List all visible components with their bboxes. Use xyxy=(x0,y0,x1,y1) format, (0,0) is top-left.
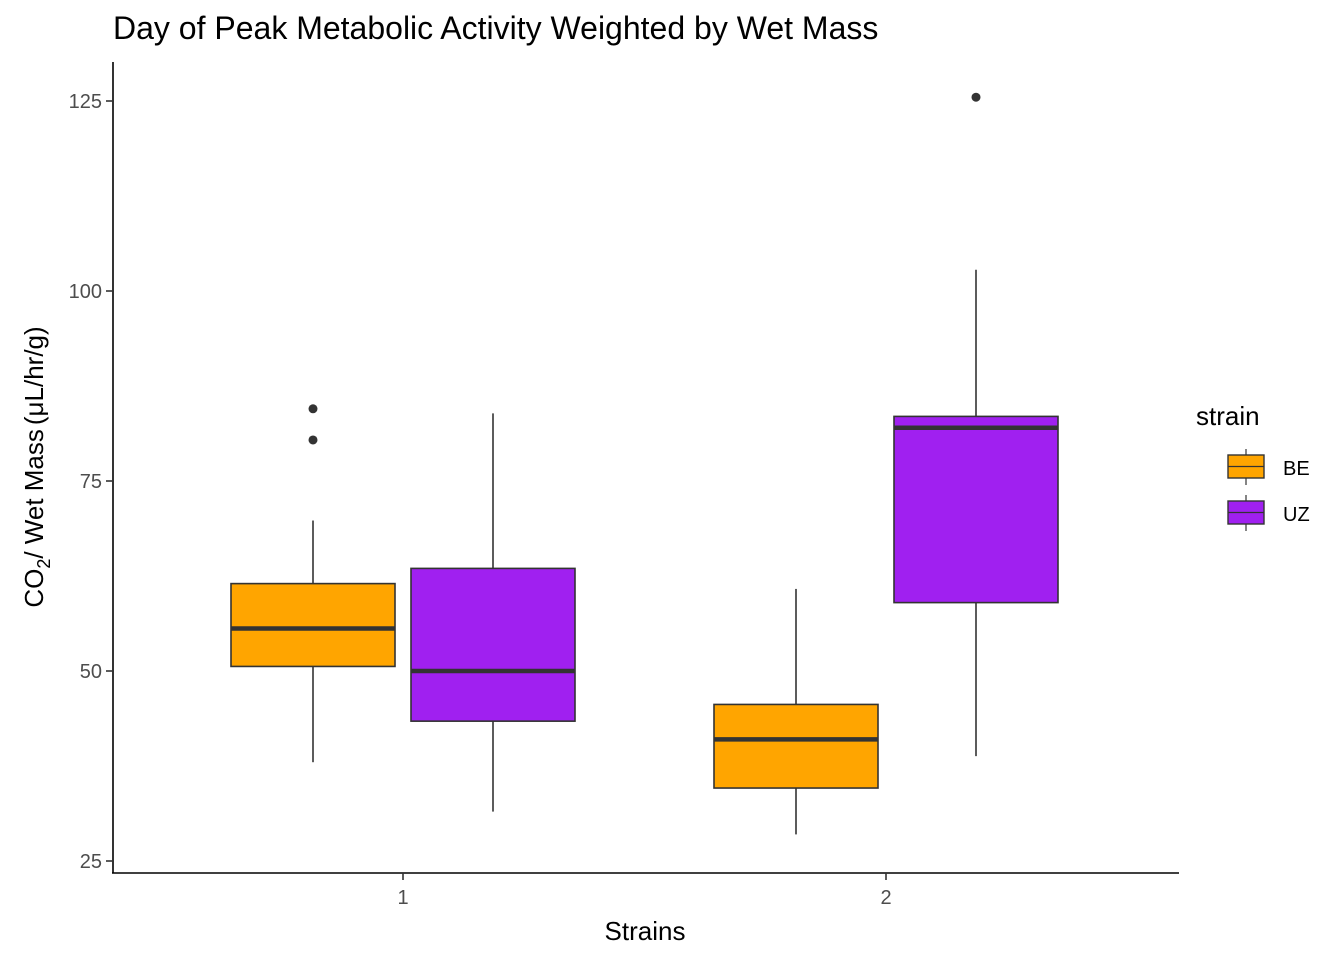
legend-title: strain xyxy=(1196,401,1260,431)
plot-marks xyxy=(230,92,1059,835)
iqr-box xyxy=(713,703,879,789)
y-axis-title-prefix: CO xyxy=(19,569,49,608)
outlier-point xyxy=(971,92,981,102)
y-tick-label: 25 xyxy=(80,851,102,873)
box-UZ-2 xyxy=(893,92,1059,757)
box-BE-1 xyxy=(230,404,396,763)
legend-label: BE xyxy=(1283,458,1310,480)
y-axis-title: CO2/ Wet Mass (μL/hr/g) xyxy=(19,326,54,607)
x-tick-label: 1 xyxy=(397,887,408,909)
legend-item-BE: BE xyxy=(1227,449,1310,485)
y-tick-label: 75 xyxy=(80,471,102,493)
chart-title: Day of Peak Metabolic Activity Weighted … xyxy=(113,10,879,46)
box-UZ-1 xyxy=(410,413,576,812)
y-axis-title-units: (μL/hr/g) xyxy=(19,326,49,425)
legend: strain BE UZ xyxy=(1196,401,1310,531)
outlier-point xyxy=(308,435,318,445)
iqr-box xyxy=(410,567,576,722)
legend-item-UZ: UZ xyxy=(1227,495,1310,531)
y-axis-title-suffix: / Wet Mass xyxy=(19,429,49,559)
y-axis-ticks: 25 50 75 100 125 xyxy=(69,91,113,873)
legend-label: UZ xyxy=(1283,504,1310,526)
x-axis-title: Strains xyxy=(605,916,686,946)
x-tick-label: 2 xyxy=(880,887,891,909)
y-tick-label: 100 xyxy=(69,281,102,303)
box-BE-2 xyxy=(713,588,879,835)
y-axis-title-subscript: 2 xyxy=(34,559,54,569)
iqr-box xyxy=(230,582,396,668)
iqr-box xyxy=(893,415,1059,604)
y-tick-label: 125 xyxy=(69,91,102,113)
outlier-point xyxy=(308,404,318,414)
y-tick-label: 50 xyxy=(80,661,102,683)
